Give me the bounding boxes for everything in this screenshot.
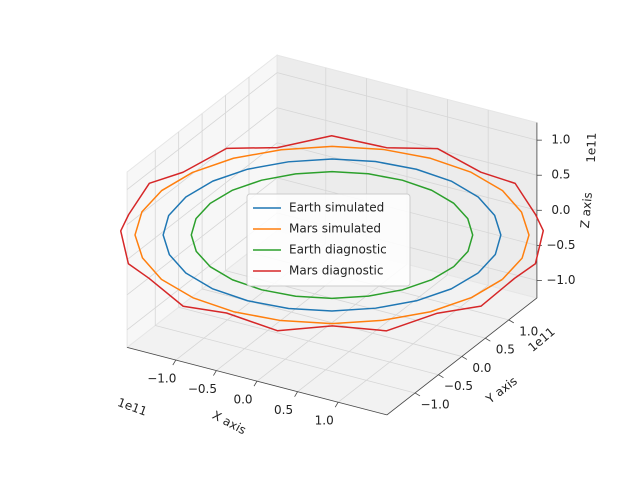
tick-mark xyxy=(213,370,217,376)
tick-mark xyxy=(294,391,298,397)
x-tick-label: 1.0 xyxy=(315,414,334,428)
grid-line xyxy=(276,107,538,176)
plot-lines xyxy=(119,134,545,332)
z-axis-label: Z axis xyxy=(578,192,595,229)
y-axis-line xyxy=(386,297,538,416)
z-tick-label: −1.0 xyxy=(546,273,575,287)
y-tick-label: 0.5 xyxy=(496,343,515,357)
tick-mark xyxy=(438,374,444,379)
tick-mark xyxy=(334,402,339,408)
z-tick-label: 0.5 xyxy=(551,168,570,182)
tick-mark xyxy=(461,356,468,360)
legend-label: Earth diagnostic xyxy=(289,243,387,257)
tick-mark xyxy=(253,380,258,387)
z-tick-label: 0.0 xyxy=(551,203,570,217)
legend-label: Mars simulated xyxy=(289,222,381,236)
legend-label: Mars diagnostic xyxy=(289,264,383,278)
legend-label: Earth simulated xyxy=(289,201,384,215)
x-tick-label: −0.5 xyxy=(188,382,217,396)
x-tick-label: 0.5 xyxy=(274,403,293,417)
grid-line xyxy=(126,72,278,190)
grid-line xyxy=(155,325,416,394)
x-tick-label: 0.0 xyxy=(233,393,252,407)
orbit-line xyxy=(119,134,545,332)
tick-mark xyxy=(414,392,421,397)
grid-line xyxy=(276,72,538,141)
x-axis-label: X axis xyxy=(210,408,248,437)
y-tick-label: 0.0 xyxy=(472,361,491,375)
z-tick-label: −0.5 xyxy=(546,238,575,252)
tick-mark xyxy=(172,359,177,366)
y-tick-label: −1.0 xyxy=(420,397,449,411)
z-tick-label: 1.0 xyxy=(551,133,570,147)
x-offset-label: 1e11 xyxy=(116,395,149,419)
z-offset-label: 1e11 xyxy=(584,132,599,163)
orbit-line xyxy=(190,170,474,300)
tick-mark xyxy=(508,319,514,324)
x-tick-label: −1.0 xyxy=(147,372,176,386)
legend: Earth simulated Mars simulated Earth diagn… xyxy=(246,193,411,287)
grid-line xyxy=(126,107,278,225)
grid-line xyxy=(276,142,538,211)
orbit-line xyxy=(134,145,530,325)
orbit-line xyxy=(162,158,502,312)
legend-box xyxy=(246,193,411,287)
y-axis-label: Y axis xyxy=(483,374,520,407)
grid-line xyxy=(126,142,278,261)
y-tick-label: 1.0 xyxy=(519,324,538,338)
tick-mark xyxy=(485,337,491,342)
grid-line xyxy=(178,306,439,376)
y-tick-label: −0.5 xyxy=(444,379,473,393)
x-axis-line xyxy=(126,347,388,416)
